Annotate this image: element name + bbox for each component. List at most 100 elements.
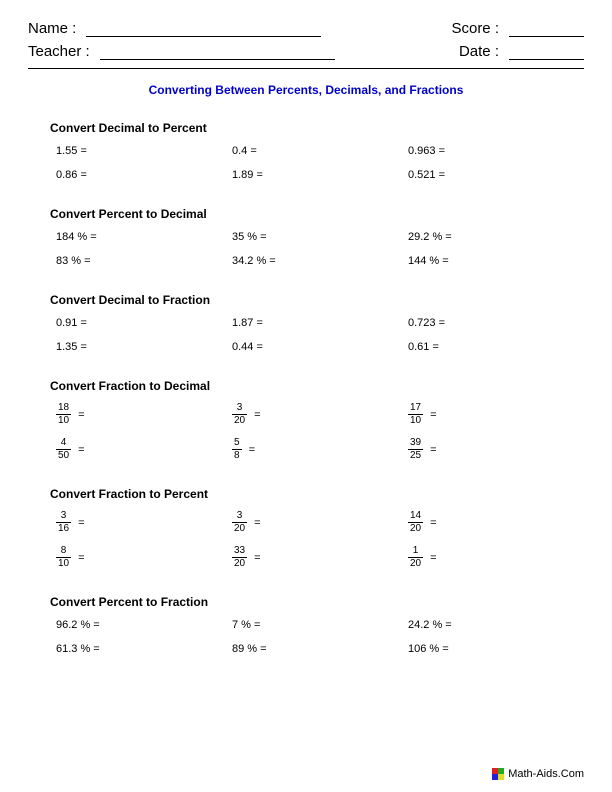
problem-grid: 316 =320 =1420 =810 =3320 =120 = xyxy=(50,511,584,569)
name-line[interactable] xyxy=(86,23,321,37)
teacher-line[interactable] xyxy=(100,46,335,60)
numerator: 8 xyxy=(59,546,69,557)
problem-grid: 1810 =320 =1710 =450 =58 =3925 = xyxy=(50,403,584,461)
denominator: 10 xyxy=(56,557,71,569)
section: Convert Percent to Decimal 184 % = 35 % =2… xyxy=(28,207,584,267)
problem-value: 0.963 = xyxy=(408,145,445,157)
problem-value: 0.4 = xyxy=(232,145,257,157)
numerator: 4 xyxy=(59,438,69,449)
problem-value: 0.521 = xyxy=(408,169,445,181)
section-heading: Convert Percent to Decimal xyxy=(50,207,584,221)
numerator: 39 xyxy=(408,438,423,449)
equals: = xyxy=(254,409,260,421)
problem: 58 = xyxy=(232,438,408,461)
fraction: 3925 xyxy=(408,438,423,461)
problem-value: 144 % = xyxy=(408,255,449,267)
problem: 89 % = xyxy=(232,643,408,655)
problem: 96.2 % = xyxy=(56,619,232,631)
equals: = xyxy=(254,552,260,564)
equals: = xyxy=(78,409,84,421)
equals: = xyxy=(430,552,436,564)
numerator: 1 xyxy=(411,546,421,557)
denominator: 50 xyxy=(56,449,71,461)
problem: 3925 = xyxy=(408,438,584,461)
numerator: 3 xyxy=(235,511,245,522)
equals: = xyxy=(78,444,84,456)
fraction: 3320 xyxy=(232,546,247,569)
fraction: 320 xyxy=(232,511,247,534)
problem: 29.2 % = xyxy=(408,231,584,243)
problem: 106 % = xyxy=(408,643,584,655)
score-line[interactable] xyxy=(509,23,584,37)
problem-value: 1.55 = xyxy=(56,145,87,157)
footer: Math-Aids.Com xyxy=(492,768,584,780)
denominator: 20 xyxy=(232,522,247,534)
teacher-label: Teacher : xyxy=(28,43,90,60)
problem: 0.963 = xyxy=(408,145,584,157)
sections-container: Convert Decimal to Percent1.55 =0.4 =0.9… xyxy=(28,121,584,655)
problem: 0.44 = xyxy=(232,341,408,353)
fraction: 1710 xyxy=(408,403,423,426)
section-heading: Convert Fraction to Decimal xyxy=(50,379,584,393)
fraction: 450 xyxy=(56,438,71,461)
section: Convert Fraction to Decimal1810 =320 =17… xyxy=(28,379,584,461)
problem-value: 1.35 = xyxy=(56,341,87,353)
fraction: 58 xyxy=(232,438,242,461)
section-heading: Convert Fraction to Percent xyxy=(50,487,584,501)
problem: 144 % = xyxy=(408,255,584,267)
numerator: 5 xyxy=(232,438,242,449)
name-field: Name : xyxy=(28,20,321,37)
fraction: 810 xyxy=(56,546,71,569)
problem: 0.61 = xyxy=(408,341,584,353)
page-title: Converting Between Percents, Decimals, a… xyxy=(28,83,584,97)
problem-value: 29.2 % = xyxy=(408,231,452,243)
header-divider xyxy=(28,68,584,69)
denominator: 20 xyxy=(408,522,423,534)
section: Convert Fraction to Percent316 =320 =142… xyxy=(28,487,584,569)
problem-value: 0.61 = xyxy=(408,341,439,353)
numerator: 33 xyxy=(232,546,247,557)
problem: 316 = xyxy=(56,511,232,534)
problem: 0.521 = xyxy=(408,169,584,181)
denominator: 8 xyxy=(232,449,242,461)
score-label: Score : xyxy=(451,20,499,37)
numerator: 14 xyxy=(408,511,423,522)
denominator: 10 xyxy=(408,414,423,426)
date-field: Date : xyxy=(459,43,584,60)
problem: 1.87 = xyxy=(232,317,408,329)
problem-value: 89 % = xyxy=(232,643,267,655)
problem-value: 0.723 = xyxy=(408,317,445,329)
problem: 0.91 = xyxy=(56,317,232,329)
numerator: 3 xyxy=(235,403,245,414)
score-field: Score : xyxy=(451,20,584,37)
problem-value: 184 % = xyxy=(56,231,97,243)
footer-site: Math-Aids.Com xyxy=(508,768,584,780)
denominator: 20 xyxy=(408,557,423,569)
problem-grid: 96.2 % = 7 % =24.2 % = 61.3 % = 89 % = 106 %… xyxy=(50,619,584,655)
problem-value: 0.86 = xyxy=(56,169,87,181)
problem-value: 83 % = xyxy=(56,255,91,267)
numerator: 18 xyxy=(56,403,71,414)
equals: = xyxy=(254,517,260,529)
problem-value: 96.2 % = xyxy=(56,619,100,631)
problem-value: 61.3 % = xyxy=(56,643,100,655)
problem: 0.86 = xyxy=(56,169,232,181)
problem-grid: 1.55 = 0.4 = 0.963 = 0.86 = 1.89 = 0.521 = xyxy=(50,145,584,181)
header-row-2: Teacher : Date : xyxy=(28,43,584,60)
section: Convert Decimal to Percent1.55 =0.4 =0.9… xyxy=(28,121,584,181)
problem: 320 = xyxy=(232,511,408,534)
equals: = xyxy=(430,517,436,529)
problem-value: 24.2 % = xyxy=(408,619,452,631)
equals: = xyxy=(249,444,255,456)
denominator: 20 xyxy=(232,557,247,569)
problem-value: 1.89 = xyxy=(232,169,263,181)
problem: 24.2 % = xyxy=(408,619,584,631)
problem: 35 % = xyxy=(232,231,408,243)
problem: 450 = xyxy=(56,438,232,461)
numerator: 17 xyxy=(408,403,423,414)
problem: 7 % = xyxy=(232,619,408,631)
problem-value: 0.44 = xyxy=(232,341,263,353)
teacher-field: Teacher : xyxy=(28,43,335,60)
date-line[interactable] xyxy=(509,46,584,60)
problem-grid: 0.91 =1.87 =0.723 = 1.35 = 0.44 = 0.61 = xyxy=(50,317,584,353)
